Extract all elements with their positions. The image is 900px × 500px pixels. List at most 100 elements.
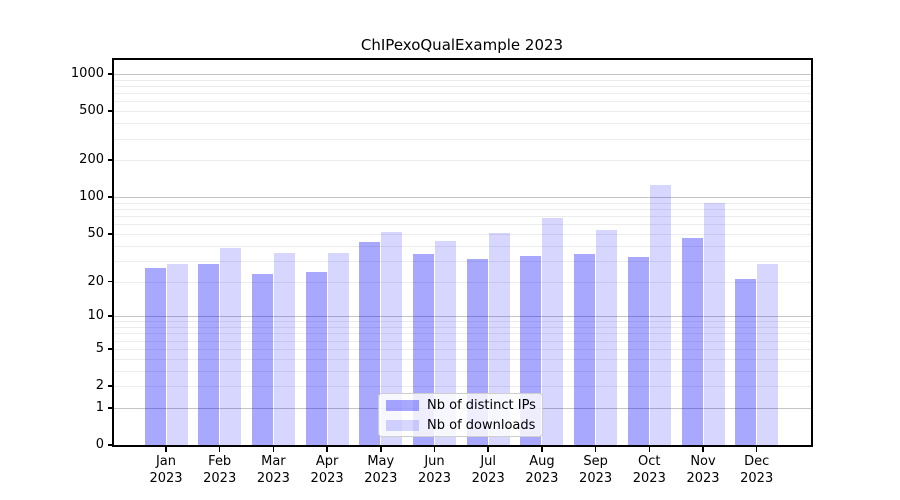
gridline-minor [114,321,811,323]
gridline-minor [114,216,811,218]
bar-downloads-dec [757,264,779,445]
gridline-major [114,197,811,199]
gridline-minor [114,340,811,342]
gridline-minor [114,233,811,235]
bar-downloads-feb [220,248,242,445]
gridline-minor [114,327,811,328]
x-tick-label: Nov 2023 [686,454,720,486]
bar-distinct-ips-sep [574,254,596,445]
y-tick [108,280,114,283]
x-tick [541,447,543,452]
x-tick-label: Sep 2023 [579,454,613,486]
bar-distinct-ips-jan [144,268,166,445]
bar-downloads-mar [273,252,295,445]
x-tick [165,447,167,452]
x-tick-label: May 2023 [364,454,398,486]
x-tick-label: Oct 2023 [632,454,666,486]
x-tick [380,447,382,452]
legend-label-downloads: Nb of downloads [427,417,536,433]
y-tick-label: 50 [87,225,104,241]
legend: Nb of distinct IPs Nb of downloads [378,393,543,437]
gridline-minor [114,160,811,162]
y-tick-label: 5 [95,340,104,356]
y-tick [108,315,114,318]
gridline-minor [114,111,811,113]
y-tick-label: 2 [95,378,104,393]
x-tick [755,447,758,452]
y-tick [108,196,114,198]
gridline-minor [114,101,811,103]
gridline-minor [114,281,811,283]
x-tick [648,447,651,452]
gridline-minor [114,123,811,125]
y-tick [108,233,114,235]
y-tick [108,73,114,75]
bar-downloads-apr [327,252,349,445]
bar-distinct-ips-oct [627,257,649,445]
gridline-minor [114,93,811,95]
y-tick-label: 0 [95,437,104,452]
y-tick [108,406,114,409]
legend-item-downloads: Nb of downloads [386,417,542,434]
gridline-minor [114,358,811,360]
gridline-minor [114,209,811,211]
y-tick-label: 100 [79,189,104,205]
bar-distinct-ips-dec [735,279,757,445]
legend-item-distinct-ips: Nb of distinct IPs [386,397,542,414]
legend-swatch-distinct-ips-icon [386,399,419,411]
gridline-minor [114,85,811,87]
bar-downloads-oct [649,184,671,445]
x-tick-label: Dec 2023 [740,454,774,486]
bar-downloads-nov [703,202,725,445]
y-tick [108,110,114,112]
y-tick [108,385,114,387]
x-tick-label: Jan 2023 [149,454,183,486]
legend-swatch-downloads-icon [386,419,419,431]
gridline-minor [114,333,811,335]
bar-downloads-jul [488,232,510,445]
bar-distinct-ips-may [359,241,381,445]
bar-downloads-jan [166,264,188,445]
bar-distinct-ips-nov [681,238,703,445]
gridline-minor [114,260,811,262]
chart-title: ChIPexoQualExample 2023 [360,36,564,54]
x-tick [594,447,597,452]
gridline-minor [114,386,811,387]
bar-distinct-ips-feb [198,264,220,445]
bar-distinct-ips-apr [305,272,327,445]
x-tick-label: Apr 2023 [310,454,344,486]
x-tick-label: Aug 2023 [525,454,559,486]
x-tick-label: Feb 2023 [203,454,237,486]
y-tick-label: 1 [95,399,104,415]
y-tick-label: 500 [79,103,104,119]
gridline-minor [114,79,811,81]
bar-downloads-aug [542,218,564,445]
gridline-minor [114,245,811,247]
x-tick-label: Mar 2023 [256,454,290,486]
x-tick-label: Jul 2023 [471,454,505,486]
x-tick [326,447,328,452]
y-tick-label: 1000 [70,65,104,81]
gridline-minor [114,370,811,372]
legend-label-distinct-ips: Nb of distinct IPs [427,397,536,413]
gridline-minor [114,202,811,204]
x-tick-label: Jun 2023 [417,454,452,486]
y-tick [108,159,114,161]
x-tick [702,447,704,452]
y-tick [108,347,114,350]
y-tick-label: 20 [87,273,104,289]
x-tick [272,447,275,452]
y-tick [108,444,114,446]
x-tick [433,447,436,452]
bar-downloads-sep [596,229,618,445]
plot-area [114,60,811,445]
bar-downloads-may [381,231,403,445]
x-tick [218,447,221,452]
y-tick-label: 200 [79,152,104,168]
gridline-minor [114,348,811,350]
gridline-minor [114,138,811,140]
gridline-major [114,73,811,75]
gridline-major [114,316,811,318]
gridline-minor [114,224,811,226]
